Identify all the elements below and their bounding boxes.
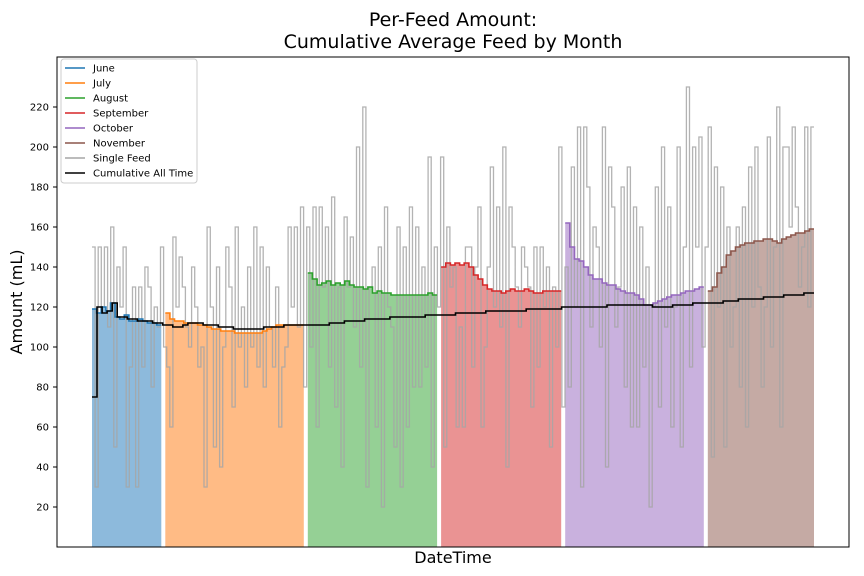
legend-label: Single Feed [93,154,151,165]
legend-box [60,58,198,184]
cumulative-all-time-line [92,292,814,398]
legend-label: June [92,64,115,75]
plot-area [56,56,850,548]
y-axis-label: Amount (mL) [7,250,26,355]
single-feed-series [92,86,814,508]
month-line-october [565,222,704,306]
legend-label: September [93,109,149,120]
legend-label: Cumulative All Time [93,169,193,180]
y-tick-label: 220 [30,103,49,114]
plot-frame [56,56,850,548]
y-tick-label: 140 [30,263,49,274]
month-area-july [165,313,304,547]
month-area-november [707,229,814,547]
single-feed-line [92,86,814,508]
chart-title-line-2: Cumulative Average Feed by Month [284,31,623,53]
x-axis-label: DateTime [414,548,491,567]
month-line-november [707,228,814,292]
y-tick-label: 40 [36,463,49,474]
y-axis: 20 40 60 80 100 120 140 160 180 200 220 [30,103,57,514]
y-tick-label: 60 [36,423,49,434]
month-line-august [307,272,438,296]
legend-label: October [93,124,134,135]
legend-label: July [92,79,111,90]
cumulative-all-time-series [92,292,814,398]
monthly-average-lines [92,222,814,334]
y-tick-label: 80 [36,383,49,394]
y-tick-label: 200 [30,143,49,154]
month-area-august [307,273,438,547]
y-tick-label: 160 [30,223,49,234]
legend-label: November [93,139,146,150]
y-tick-label: 120 [30,303,49,314]
legend: June July August September October November Si… [60,58,198,184]
chart-title-line-1: Per-Feed Amount: [369,9,537,31]
y-tick-label: 20 [36,503,49,514]
y-tick-label: 100 [30,343,49,354]
month-line-september [441,262,562,294]
legend-label: August [93,94,128,105]
y-tick-label: 180 [30,183,49,194]
